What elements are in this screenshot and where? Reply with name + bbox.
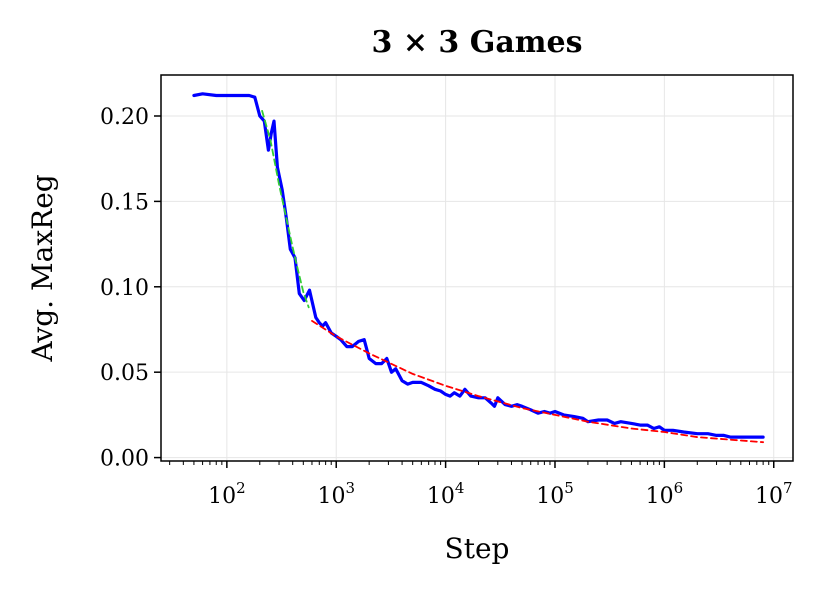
x-tick-base: 10	[427, 484, 455, 509]
series-line	[192, 92, 765, 439]
x-tick-exponent: 7	[783, 479, 793, 497]
x-tick-label: 103	[317, 479, 355, 509]
x-tick-base: 10	[646, 484, 674, 509]
y-tick-label: 0.05	[100, 361, 149, 386]
x-tick-exponent: 6	[674, 479, 684, 497]
x-axis-label: Step	[445, 532, 510, 565]
x-tick-exponent: 4	[455, 479, 465, 497]
chart-title: 3 × 3 Games	[372, 25, 583, 60]
x-tick-exponent: 3	[345, 479, 355, 497]
x-tick-base: 10	[317, 484, 345, 509]
y-tick-label: 0.20	[100, 105, 149, 130]
x-tick-exponent: 2	[236, 479, 246, 497]
x-tick-exponent: 5	[564, 479, 574, 497]
y-tick-label: 0.00	[100, 447, 149, 472]
y-tick-label: 0.15	[100, 190, 149, 215]
x-tick-label: 106	[646, 479, 684, 509]
fit-line	[311, 320, 764, 444]
y-tick-label: 0.10	[100, 276, 149, 301]
plot-frame	[160, 74, 794, 462]
x-tick-label: 107	[755, 479, 793, 509]
x-tick-base: 10	[208, 484, 236, 509]
y-axis-label: Avg. MaxReg	[26, 174, 59, 362]
x-tick-base: 10	[755, 484, 783, 509]
fit-line	[261, 110, 310, 309]
x-tick-label: 105	[536, 479, 574, 509]
grid	[161, 75, 793, 461]
x-tick-label: 104	[427, 479, 465, 509]
series-layer	[192, 92, 765, 444]
x-tick-base: 10	[536, 484, 564, 509]
x-tick-label: 102	[208, 479, 246, 509]
